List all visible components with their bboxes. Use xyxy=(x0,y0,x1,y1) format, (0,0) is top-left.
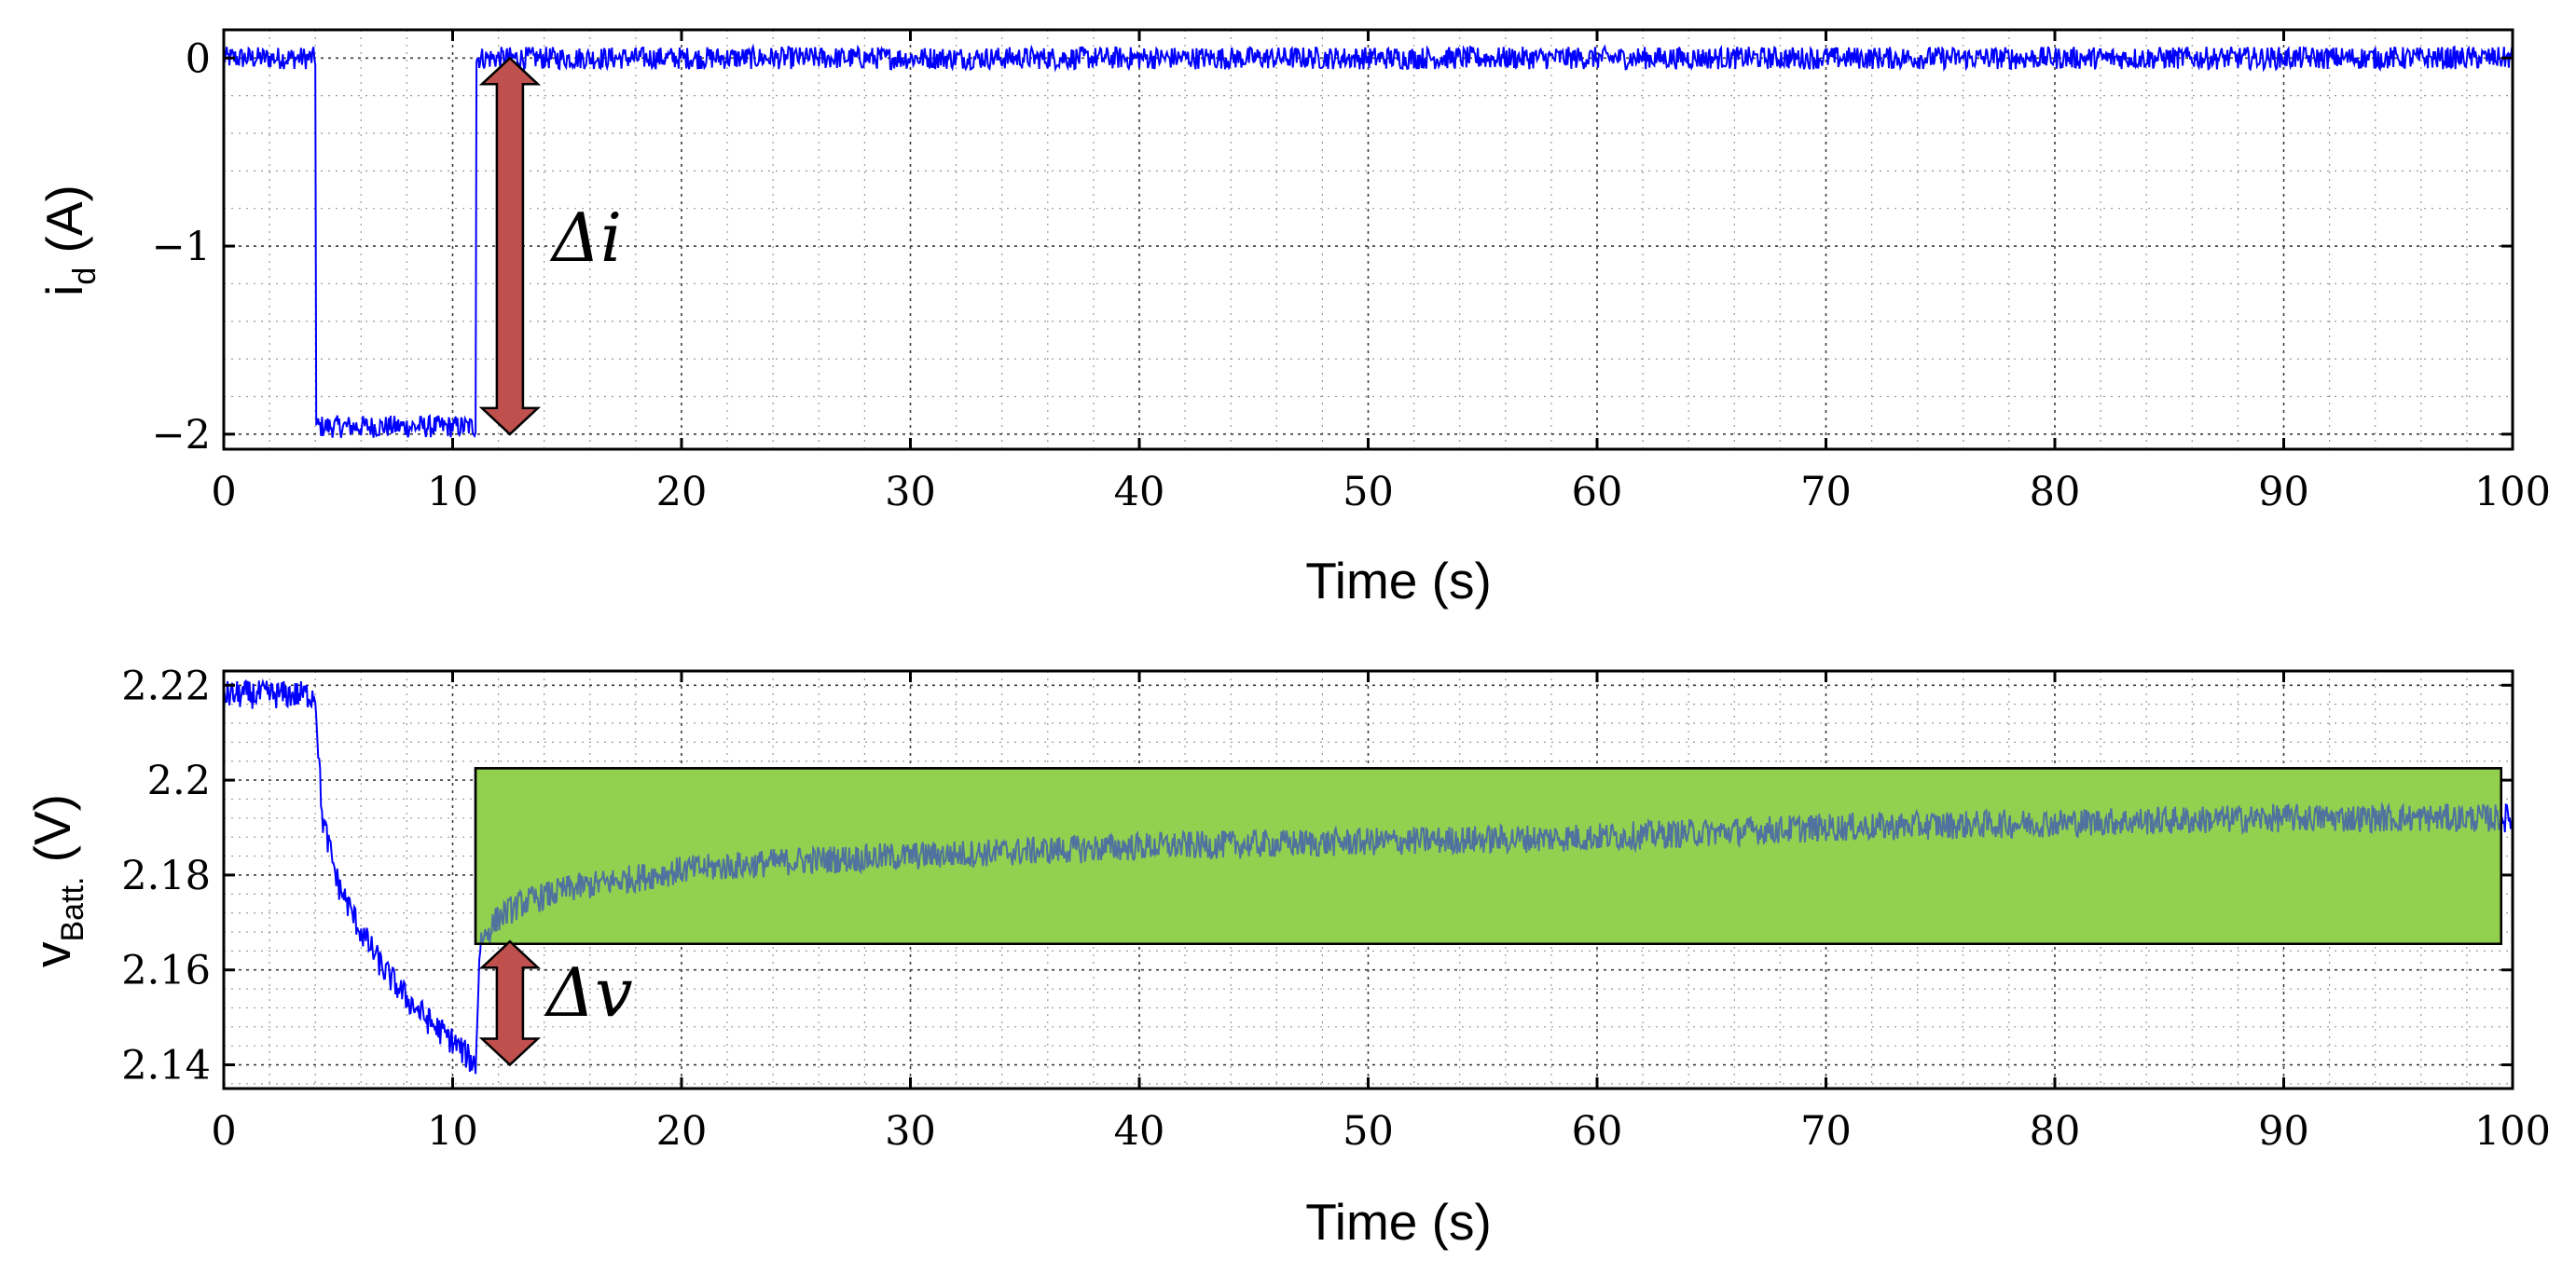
voltage-x-tick-label: 0 xyxy=(211,1108,236,1155)
current-y-tick-label: −1 xyxy=(152,224,211,270)
voltage-x-tick-label: 10 xyxy=(427,1108,478,1155)
voltage-y-tick-label: 2.18 xyxy=(121,853,211,899)
steady-state-highlight-overlay xyxy=(474,767,2502,945)
current-x-tick-label: 10 xyxy=(427,469,478,515)
current-delta-double-arrow xyxy=(478,56,542,436)
current-ticks: 0 10 20 30 40 50 60 70 80 90 100 0 −1 −2 xyxy=(152,30,2551,515)
voltage-y-label-sub: Batt. xyxy=(55,877,90,942)
current-x-tick-label: 90 xyxy=(2258,469,2309,515)
voltage-y-tick-label: 2.14 xyxy=(121,1043,211,1089)
current-y-tick-label: 0 xyxy=(186,35,211,82)
current-x-tick-label: 80 xyxy=(2030,469,2081,515)
voltage-x-axis-label: Time (s) xyxy=(1305,1193,1492,1251)
current-y-axis-label: id (A) xyxy=(35,185,103,296)
current-x-tick-label: 100 xyxy=(2474,469,2551,515)
voltage-ticks: 0 10 20 30 40 50 60 70 80 90 100 2.14 2.16 2.18 2.2 2.2… xyxy=(121,663,2551,1155)
voltage-x-tick-label: 80 xyxy=(2030,1108,2081,1155)
current-x-axis-label: Time (s) xyxy=(1305,552,1492,610)
current-x-tick-label: 20 xyxy=(656,469,708,515)
delta-i-label: Δi xyxy=(549,199,622,277)
current-x-tick-label: 50 xyxy=(1343,469,1394,515)
voltage-y-tick-label: 2.22 xyxy=(121,663,211,709)
current-signal-line xyxy=(223,43,2514,439)
voltage-x-tick-label: 100 xyxy=(2474,1108,2551,1155)
voltage-y-tick-label: 2.16 xyxy=(121,948,211,994)
current-y-tick-label: −2 xyxy=(152,412,211,459)
voltage-y-label-unit: (V) xyxy=(23,794,81,877)
current-x-tick-label: 60 xyxy=(1572,469,1623,515)
voltage-x-tick-label: 90 xyxy=(2258,1108,2309,1155)
current-y-label-main: i xyxy=(35,285,93,296)
voltage-x-tick-label: 50 xyxy=(1343,1108,1394,1155)
current-series xyxy=(223,43,2514,439)
voltage-y-axis-label: vBatt. (V) xyxy=(23,794,90,967)
current-x-tick-label: 70 xyxy=(1800,469,1852,515)
voltage-x-tick-label: 70 xyxy=(1800,1108,1852,1155)
current-annotations xyxy=(478,56,542,436)
voltage-x-tick-label: 30 xyxy=(885,1108,936,1155)
current-y-label-unit: (A) xyxy=(35,185,93,267)
voltage-x-tick-label: 40 xyxy=(1114,1108,1165,1155)
voltage-delta-double-arrow xyxy=(478,939,542,1067)
current-y-label-sub: d xyxy=(67,267,103,285)
voltage-annotations xyxy=(474,767,2502,1067)
voltage-x-tick-label: 60 xyxy=(1572,1108,1623,1155)
voltage-y-label-main: v xyxy=(23,941,81,967)
delta-v-label: Δv xyxy=(544,953,633,1032)
voltage-x-tick-label: 20 xyxy=(656,1108,708,1155)
current-grid xyxy=(223,30,2514,449)
current-x-tick-label: 40 xyxy=(1114,469,1165,515)
current-x-tick-label: 0 xyxy=(211,469,236,515)
current-x-tick-label: 30 xyxy=(885,469,936,515)
voltage-y-tick-label: 2.2 xyxy=(147,758,211,804)
voltage-panel: 0 10 20 30 40 50 60 70 80 90 100 2.14 2.16 2.18 2.2 2.2… xyxy=(23,663,2551,1251)
